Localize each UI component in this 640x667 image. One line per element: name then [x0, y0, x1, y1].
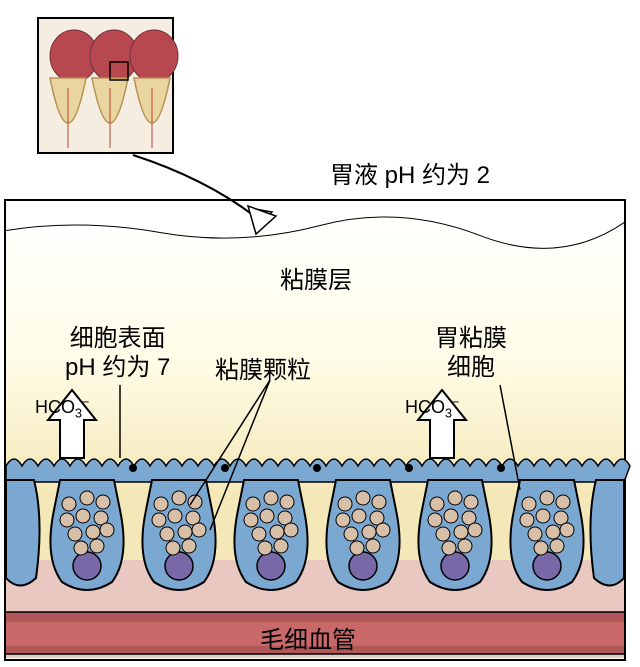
- hco3-left-text: HCO: [35, 397, 75, 417]
- mucosa-cell-text-1: 胃粘膜: [435, 325, 507, 352]
- label-mucous-layer: 粘膜层: [280, 260, 352, 295]
- label-capillary: 毛细血管: [260, 620, 356, 655]
- label-gastric-mucosa-cells: 胃粘膜 细胞: [435, 325, 507, 383]
- mucosa-cell-text-2: 细胞: [435, 354, 507, 383]
- label-hco3-left: HCO3−: [35, 395, 89, 421]
- cell-surface-text-1: 细胞表面: [70, 325, 166, 352]
- thumbnail-inset: [38, 18, 178, 153]
- label-hco3-right: HCO3−: [405, 395, 459, 421]
- label-mucous-granules: 粘膜颗粒: [215, 350, 311, 385]
- hco3-right-text: HCO: [405, 397, 445, 417]
- cell-surface-text-2: pH 约为 7: [65, 354, 170, 381]
- label-gastric-juice: 胃液 pH 约为 2: [330, 155, 490, 190]
- label-cell-surface: 细胞表面 pH 约为 7: [65, 325, 170, 383]
